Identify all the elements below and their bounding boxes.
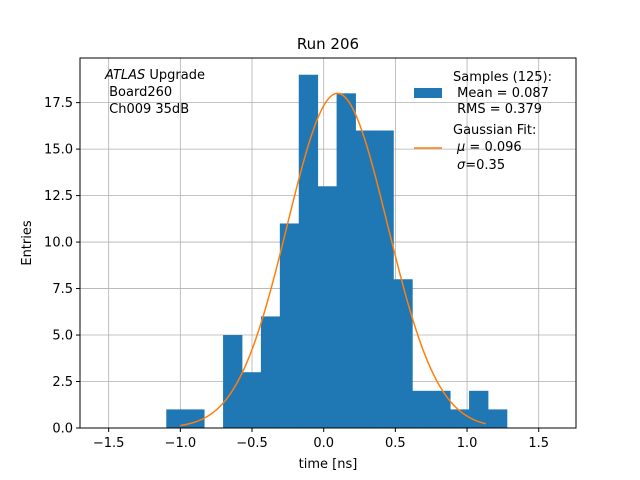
gaussian-fit-line <box>180 92 486 427</box>
chart-title: Run 206 <box>297 35 359 53</box>
x-tick-label-3: 0.0 <box>313 436 334 451</box>
annotation-experiment: ATLAS <box>104 68 145 83</box>
legend-fit-mu: μ = 0.096 <box>456 140 522 155</box>
annotation-line-3: Ch009 35dB <box>105 102 189 117</box>
histogram-bar-7 <box>298 74 319 428</box>
legend-sigma-symbol: σ <box>457 158 466 173</box>
histogram-bar-10 <box>355 130 375 428</box>
histogram-bar-9 <box>336 93 356 428</box>
histogram-bar-6 <box>279 223 300 428</box>
legend-mu-symbol: μ <box>456 140 465 155</box>
x-tick-label-6: 1.5 <box>528 436 549 451</box>
y-axis-title: Entries <box>20 220 35 266</box>
histogram-bar-15 <box>450 409 470 428</box>
histogram-bar-3 <box>223 335 243 428</box>
histogram-bar-5 <box>260 316 281 428</box>
y-tick-label-1: 2.5 <box>52 375 73 390</box>
y-tick-label-3: 7.5 <box>52 282 73 297</box>
y-tick-label-0: 0.0 <box>52 422 73 437</box>
annotation-line-2: Board260 <box>105 85 172 100</box>
y-tick-label-6: 15.0 <box>44 143 73 158</box>
histogram-bars <box>166 74 508 428</box>
y-tick-label-5: 12.5 <box>44 189 73 204</box>
legend-histogram-label: Samples (125): <box>453 70 552 85</box>
x-tick-label-4: 0.5 <box>385 436 406 451</box>
legend-histogram-swatch <box>414 88 442 98</box>
legend-sigma-value: =0.35 <box>465 158 505 173</box>
legend-mu-value: = 0.096 <box>465 140 521 155</box>
x-tick-label-1: −1.0 <box>165 436 197 451</box>
legend-histogram-mean: Mean = 0.087 <box>453 86 549 101</box>
experiment-annotation: ATLAS Upgrade Board260 Ch009 35dB <box>104 68 205 117</box>
histogram-bar-17 <box>487 409 508 428</box>
axes-frame <box>79 57 577 429</box>
annotation-line-1: ATLAS Upgrade <box>104 68 205 83</box>
histogram-bar-13 <box>412 390 432 428</box>
y-tick-label-7: 17.5 <box>44 96 73 111</box>
histogram-bar-12 <box>393 279 413 428</box>
x-axis-title: time [ns] <box>299 457 358 472</box>
histogram-bar-16 <box>469 390 489 428</box>
y-tick-label-4: 10.0 <box>44 236 73 251</box>
histogram-bar-11 <box>374 130 394 428</box>
histogram-bar-0 <box>166 409 186 428</box>
histogram-bar-8 <box>317 186 338 428</box>
x-tick-label-2: −0.5 <box>236 436 268 451</box>
histogram-bar-4 <box>241 372 262 428</box>
legend-fit-label: Gaussian Fit: <box>453 123 536 138</box>
legend-histogram-rms: RMS = 0.379 <box>453 102 542 117</box>
x-tick-label-5: 1.0 <box>457 436 478 451</box>
legend: Samples (125): Mean = 0.087 RMS = 0.379 … <box>414 70 552 173</box>
x-tick-label-0: −1.5 <box>93 436 125 451</box>
y-axis-ticks: 0.0 2.5 5.0 7.5 10.0 12.5 15.0 17.5 <box>44 96 80 437</box>
legend-fit-sigma: σ=0.35 <box>457 158 505 173</box>
histogram-bar-14 <box>431 390 451 428</box>
y-tick-label-2: 5.0 <box>52 329 73 344</box>
annotation-experiment-suffix: Upgrade <box>145 68 205 83</box>
x-axis-ticks: −1.5 −1.0 −0.5 0.0 0.5 1.0 1.5 <box>93 428 549 451</box>
